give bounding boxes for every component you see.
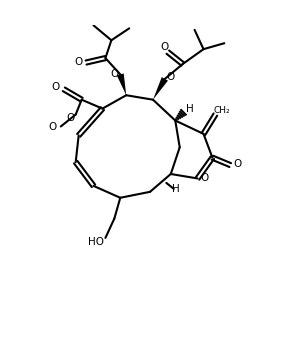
Text: O: O	[74, 57, 83, 67]
Text: O: O	[48, 122, 57, 132]
Text: O: O	[201, 173, 209, 183]
Polygon shape	[153, 77, 168, 100]
Text: O: O	[66, 112, 74, 122]
Text: O: O	[167, 72, 175, 82]
Text: O: O	[161, 42, 169, 52]
Text: HO: HO	[88, 237, 104, 247]
Text: H: H	[172, 184, 180, 195]
Text: CH₂: CH₂	[213, 106, 230, 116]
Text: H: H	[186, 104, 194, 114]
Text: O: O	[234, 159, 242, 169]
Polygon shape	[117, 73, 126, 95]
Text: O: O	[51, 82, 60, 92]
Text: O: O	[111, 69, 119, 79]
